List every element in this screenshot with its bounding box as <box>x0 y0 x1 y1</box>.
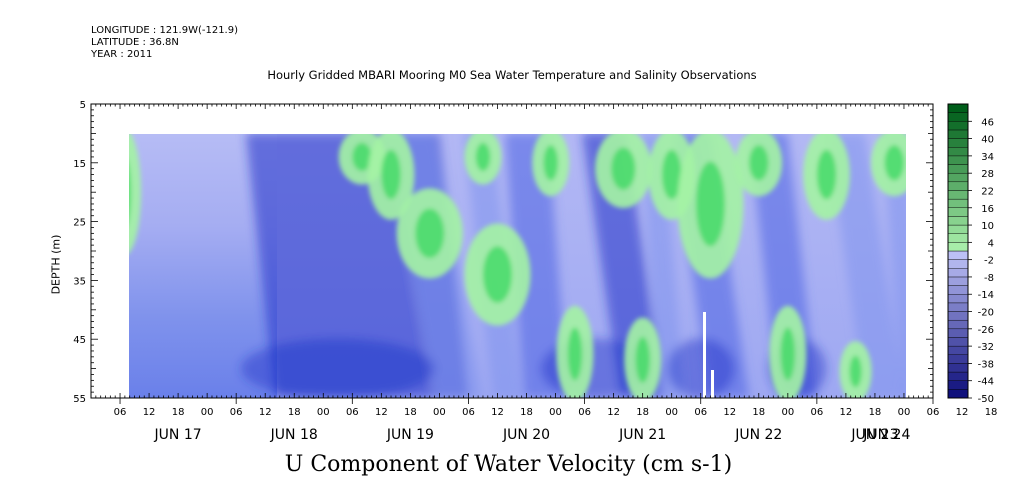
colorbar-label: 40 <box>981 135 994 146</box>
chart-subtitle: Hourly Gridded MBARI Mooring M0 Sea Wate… <box>267 68 757 82</box>
x-tick-label: 06 <box>230 407 243 418</box>
x-tick-label: 12 <box>723 407 736 418</box>
x-tick-label: 00 <box>549 407 562 418</box>
x-tick-label: 06 <box>578 407 591 418</box>
colorbar-label: 16 <box>981 204 994 215</box>
colorbar-label: -2 <box>984 256 994 267</box>
colorbar-label: -32 <box>978 342 994 353</box>
x-tick-label: 00 <box>433 407 446 418</box>
x-tick-label: 06 <box>694 407 707 418</box>
x-tick-label: 00 <box>781 407 794 418</box>
x-tick-label: 00 <box>898 407 911 418</box>
x-day-label: JUN 22 <box>734 427 782 443</box>
x-day-label: JUN 18 <box>270 427 318 443</box>
latitude-label: LATITUDE : 36.8N <box>91 37 179 48</box>
x-tick-label: 06 <box>462 407 475 418</box>
colorbar-label: -50 <box>978 394 994 405</box>
x-tick-label: 12 <box>143 407 156 418</box>
x-tick-label: 12 <box>840 407 853 418</box>
x-tick-label: 12 <box>375 407 388 418</box>
x-tick-label: 18 <box>288 407 301 418</box>
colorbar-label: 4 <box>988 238 994 249</box>
y-tick-label: 25 <box>73 218 86 229</box>
x-tick-label: 18 <box>985 407 998 418</box>
x-tick-label: 18 <box>172 407 185 418</box>
colorbar-label: -38 <box>978 359 994 370</box>
colorbar-label: 10 <box>981 221 994 232</box>
x-day-label: JUN 23 <box>850 427 898 443</box>
colorbar-label: 28 <box>981 169 994 180</box>
y-tick-label: 35 <box>73 276 86 287</box>
x-tick-label: 12 <box>259 407 272 418</box>
x-tick-label: 00 <box>317 407 330 418</box>
colorbar-label: -44 <box>978 377 994 388</box>
x-tick-label: 18 <box>520 407 533 418</box>
x-day-label: JUN 24 <box>862 427 910 443</box>
colorbar-label: -8 <box>984 273 994 284</box>
x-tick-label: 18 <box>404 407 417 418</box>
colorbar-label: 46 <box>981 117 994 128</box>
x-tick-label: 12 <box>607 407 620 418</box>
y-tick-label: 45 <box>73 335 86 346</box>
x-tick-label: 06 <box>346 407 359 418</box>
x-tick-label: 06 <box>810 407 823 418</box>
colorbar-label: 22 <box>981 186 994 197</box>
x-tick-label: 06 <box>927 407 940 418</box>
y-tick-label: 15 <box>73 159 86 170</box>
x-day-label: JUN 19 <box>386 427 434 443</box>
colorbar-label: 34 <box>981 152 994 163</box>
chart-title: U Component of Water Velocity (cm s-1) <box>284 452 733 477</box>
x-tick-label: 12 <box>491 407 504 418</box>
x-tick-label: 18 <box>752 407 765 418</box>
x-day-label: JUN 17 <box>154 427 202 443</box>
y-tick-label: 5 <box>80 100 86 111</box>
x-tick-label: 06 <box>114 407 127 418</box>
x-tick-label: 12 <box>956 407 969 418</box>
x-tick-label: 18 <box>636 407 649 418</box>
x-day-label: JUN 20 <box>502 427 550 443</box>
year-label: YEAR : 2011 <box>91 49 153 60</box>
x-tick-label: 00 <box>665 407 678 418</box>
x-day-label: JUN 21 <box>618 427 666 443</box>
x-tick-label: 18 <box>869 407 882 418</box>
y-tick-label: 55 <box>73 394 86 405</box>
colorbar-label: -26 <box>978 325 994 336</box>
x-tick-label: 00 <box>201 407 214 418</box>
colorbar: 46 40 34 28 22 16 10 4 -2 -8 -14 -20 -26 -32 -38 -44 -50 <box>947 103 994 405</box>
velocity-field <box>129 134 906 398</box>
longitude-label: LONGITUDE : 121.9W(-121.9) <box>91 25 238 36</box>
colorbar-label: -14 <box>978 290 994 301</box>
colorbar-label: -20 <box>978 308 994 319</box>
